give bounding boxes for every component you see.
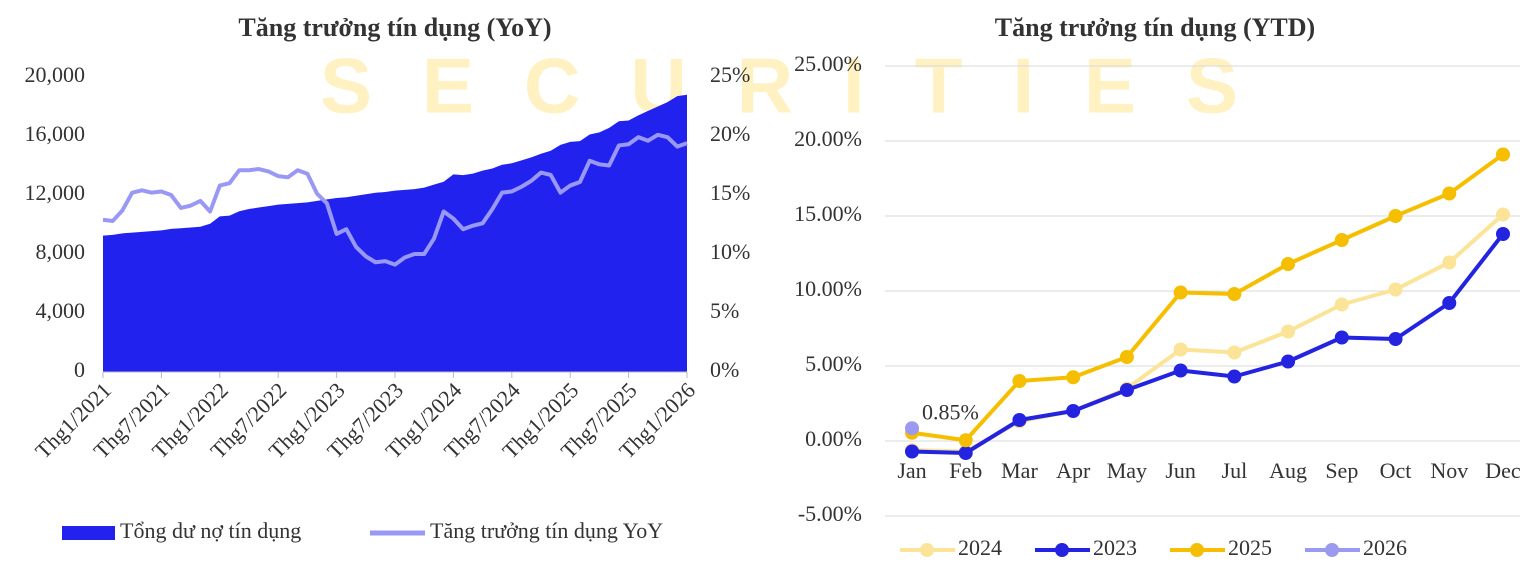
area [103, 94, 687, 372]
marker [1173, 285, 1188, 300]
marker [958, 433, 973, 448]
chart-title: Tăng trưởng tín dụng (YTD) [995, 13, 1315, 42]
legend-marker [1055, 543, 1069, 557]
marker [1442, 186, 1457, 201]
x-tick-label: Jan [897, 458, 926, 483]
marker [1442, 255, 1457, 270]
x-tick-label: Jun [1165, 458, 1196, 483]
y-tick-label: 10.00% [794, 276, 862, 301]
y2-tick-label: 15% [710, 180, 750, 205]
legend-marker [1325, 543, 1339, 557]
x-tick-label: Jul [1222, 458, 1248, 483]
x-tick-label: Feb [949, 458, 982, 483]
y2-tick-label: 5% [710, 298, 739, 323]
y-tick-label: 4,000 [36, 298, 86, 323]
y-tick-label: 0 [74, 357, 85, 382]
marker [1066, 370, 1081, 385]
y-tick-label: 8,000 [36, 239, 86, 264]
marker [1227, 345, 1242, 360]
legend-label: 2023 [1093, 535, 1137, 560]
marker [1227, 369, 1242, 384]
marker [1442, 296, 1457, 310]
legend-label: Tăng trưởng tín dụng YoY [430, 518, 663, 543]
marker [1496, 227, 1510, 241]
y-tick-label: 5.00% [805, 351, 862, 376]
x-tick-label: Dec [1485, 458, 1521, 483]
marker [1281, 324, 1296, 339]
marker [905, 444, 919, 459]
y2-tick-label: 25% [710, 62, 750, 87]
marker [1334, 330, 1349, 345]
y-tick-label: 15.00% [794, 201, 862, 226]
y-tick-label: 25.00% [794, 51, 862, 76]
x-tick-label: Sep [1325, 458, 1358, 483]
y2-tick-label: 10% [710, 239, 750, 264]
legend-label: 2025 [1228, 535, 1272, 560]
marker [1388, 209, 1403, 223]
marker [1173, 342, 1188, 357]
line [911, 213, 1505, 454]
marker [1281, 354, 1296, 369]
legend-label: 2026 [1363, 535, 1407, 560]
marker [1173, 363, 1188, 378]
x-tick-label: May [1107, 458, 1147, 483]
marker [1119, 383, 1134, 397]
line [911, 232, 1505, 455]
legend-marker [1190, 543, 1204, 557]
legend-marker [920, 543, 934, 557]
legend-label: 2024 [958, 535, 1002, 560]
marker [1388, 332, 1403, 346]
marker [1012, 413, 1027, 427]
x-tick-label: Mar [1001, 458, 1038, 483]
marker [1334, 233, 1349, 247]
marker [1496, 207, 1510, 222]
watermark: SECURITIES [320, 42, 1288, 130]
chart-title: Tăng trưởng tín dụng (YoY) [238, 13, 551, 42]
marker [1281, 257, 1296, 271]
marker [1119, 350, 1134, 364]
marker [1227, 287, 1242, 301]
marker [1066, 404, 1081, 418]
marker [958, 446, 973, 460]
marker [1388, 282, 1403, 297]
marker [1012, 374, 1027, 388]
marker [1334, 297, 1349, 312]
marker [905, 421, 919, 436]
y-tick-label: 16,000 [25, 121, 86, 146]
line [102, 132, 688, 267]
y2-tick-label: 0% [710, 357, 739, 382]
marker [1496, 147, 1510, 162]
y-tick-label: 0.00% [805, 426, 862, 451]
y-tick-label: -5.00% [798, 501, 862, 526]
y-tick-label: 20,000 [25, 62, 86, 87]
legend-swatch [62, 526, 115, 540]
x-tick-label: Oct [1380, 458, 1412, 483]
y2-tick-label: 20% [710, 121, 750, 146]
x-tick-label: Nov [1430, 458, 1468, 483]
y-tick-label: 12,000 [25, 180, 86, 205]
data-label: 0.85% [922, 399, 979, 424]
x-tick-label: Aug [1269, 458, 1307, 483]
y-tick-label: 20.00% [794, 126, 862, 151]
legend-label: Tổng dư nợ tín dụng [120, 518, 301, 543]
x-tick-label: Apr [1056, 458, 1091, 483]
line [911, 152, 1505, 443]
